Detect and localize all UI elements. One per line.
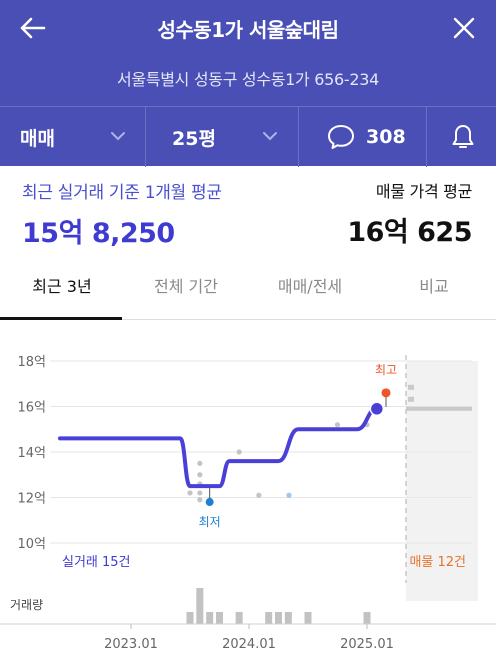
volume-label: 거래량 [10,598,43,612]
listing-price-summary: 매물 가격 평균 16억 625 [347,178,472,249]
filter-divider [145,107,146,167]
chevron-down-icon [111,132,125,141]
x-tick-label: 2024.01 [222,637,276,652]
listing-price-label: 매물 가격 평균 [375,182,472,201]
trade-point [286,492,292,498]
listings-count-legend: 매물 12건 [409,555,466,570]
volume-bar [206,612,214,624]
trade-point [334,422,341,428]
volume-bar [186,612,194,624]
chat-count: 308 [366,126,406,148]
tab-recent-3y[interactable]: 최근 3년 [32,277,92,296]
volume-bar [363,612,371,624]
filter-divider [426,107,427,167]
size-select[interactable]: 25평 [172,107,292,167]
trade-point [236,449,242,455]
y-tick-label: 14억 [17,446,46,461]
volume-bar [275,612,282,624]
deal-type-select[interactable]: 매매 [20,107,145,167]
current-price-marker [369,401,385,417]
filter-divider [298,107,299,167]
listing-price-bar [408,396,414,402]
volume-bar [265,612,273,624]
listing-price-value: 16억 625 [347,217,472,248]
recent-price-value: 15억 8,250 [22,218,175,249]
address-text: 서울특별시 성동구 성수동1가 656-234 [116,70,380,89]
x-tick-label: 2023.01 [104,637,158,652]
volume-bar [216,612,223,624]
trade-point [187,490,193,496]
volume-bar [235,612,243,624]
chat-button[interactable]: 308 [326,107,416,167]
x-tick-label: 2025.01 [340,637,394,652]
tab-all-period[interactable]: 전체 기간 [154,277,218,296]
recent-price-label: 최근 실거래 기준 1개월 평균 [22,183,222,203]
chevron-down-icon [263,132,277,141]
trades-count-legend: 실거래 15건 [62,555,131,570]
app-header: 성수동1가 서울숲대림 서울특별시 성동구 성수동1가 656-234 매매 2… [0,0,496,167]
chat-bubble-icon [328,125,354,149]
listing-price-bar [406,406,472,411]
filter-bar: 매매 25평 308 [0,106,496,167]
listing-price-bar [408,384,414,390]
listing-region [406,361,478,601]
tab-sale-jeonse[interactable]: 매매/전세 [277,277,343,296]
volume-bar [284,612,292,624]
high-label: 최고 [375,363,397,377]
page-title: 성수동1가 서울숲대림 [157,18,339,42]
high-marker [381,388,391,398]
close-button[interactable] [446,10,482,46]
trade-point [197,460,203,466]
trade-point [256,492,262,498]
y-tick-label: 10억 [17,537,46,552]
notification-button[interactable] [450,107,480,167]
size-value: 25평 [172,127,216,150]
bell-icon [452,125,474,148]
y-tick-label: 18억 [17,355,46,370]
tab-compare[interactable]: 비교 [419,277,449,296]
back-button[interactable] [14,10,50,46]
volume-bar [304,612,312,624]
trade-point [197,472,203,478]
trade-point [197,490,203,496]
low-label: 최저 [199,515,221,529]
close-icon [453,17,475,39]
price-trend-line [58,406,379,489]
low-marker [205,498,214,507]
trade-point [197,497,203,503]
volume-bar [196,588,204,624]
active-tab-indicator [0,317,122,320]
period-tabs: 최근 3년 전체 기간 매매/전세 비교 [0,262,496,320]
y-tick-label: 16억 [17,401,46,416]
y-tick-label: 12억 [17,492,46,507]
deal-type-value: 매매 [20,127,55,150]
arrow-left-icon [20,17,46,39]
recent-price-summary: 최근 실거래 기준 1개월 평균 15억 8,250 [22,178,222,250]
title-bar: 성수동1가 서울숲대림 [0,0,496,56]
